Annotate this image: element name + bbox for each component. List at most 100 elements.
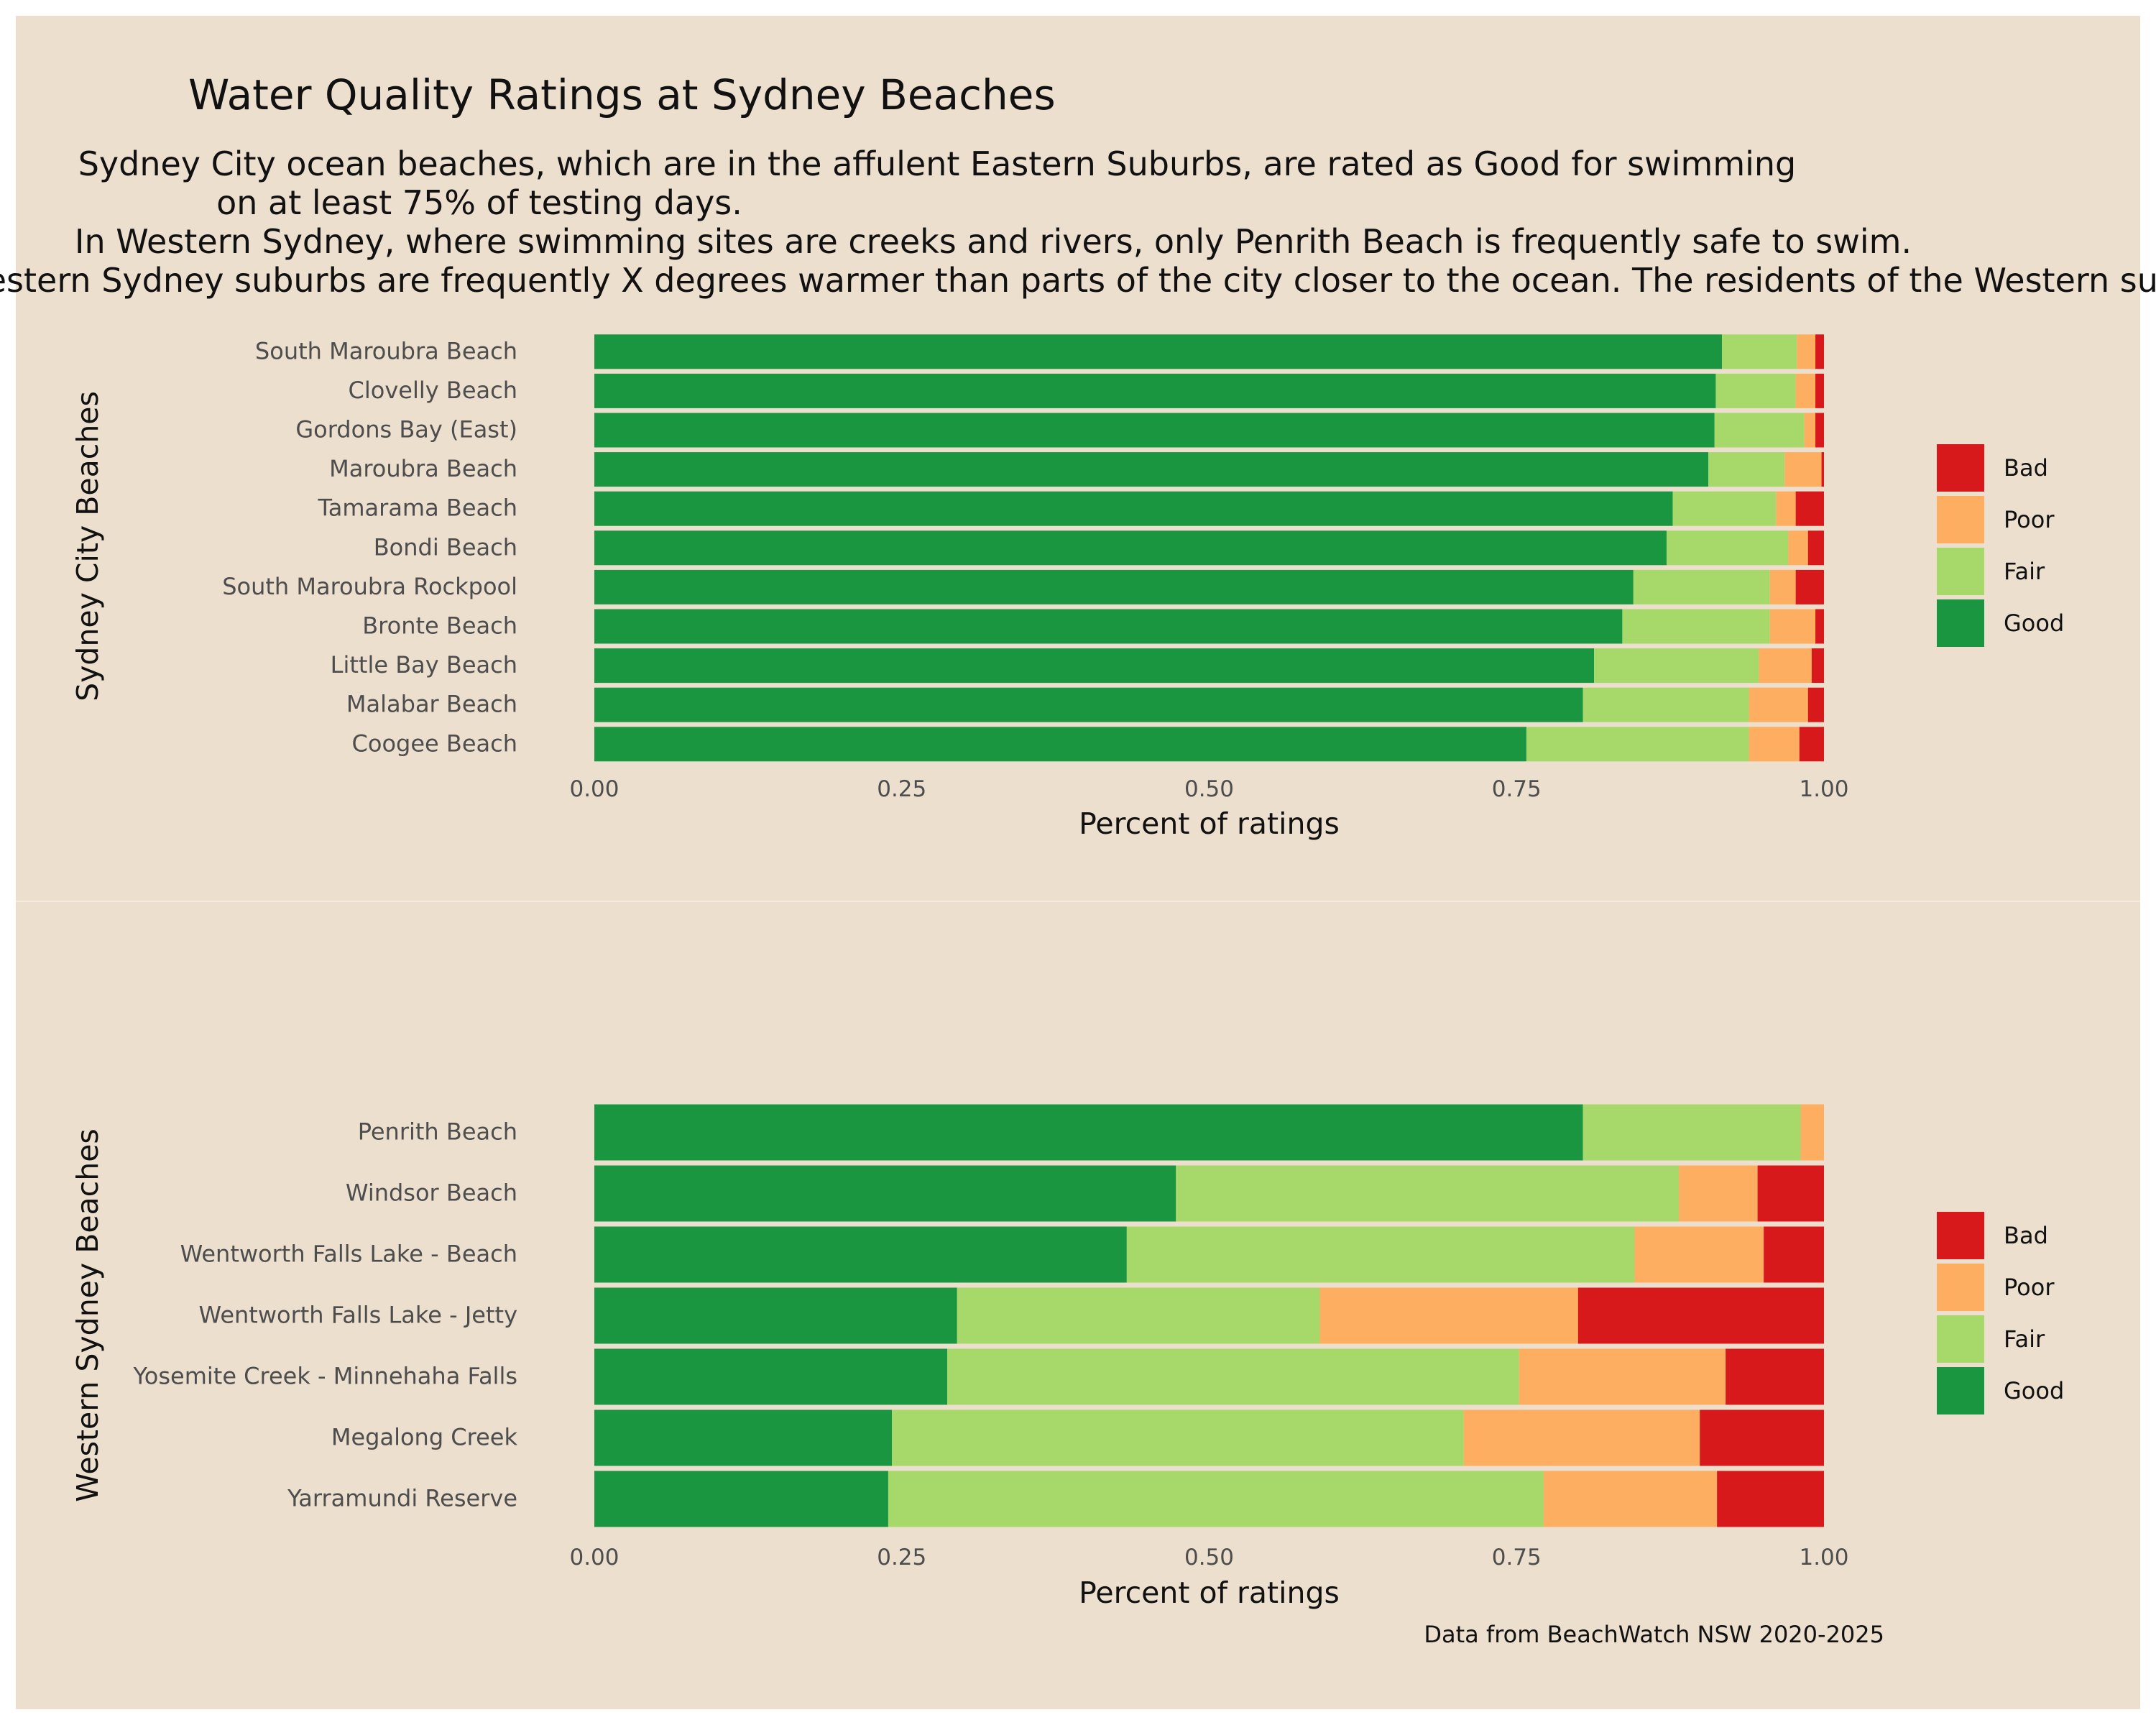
bar-poor-megalong-creek bbox=[1463, 1409, 1700, 1466]
bar-good-bronte-beach bbox=[594, 609, 1623, 644]
caption: Data from BeachWatch NSW 2020-2025 bbox=[1424, 1621, 1884, 1648]
x-tick-label: 0.25 bbox=[877, 1545, 926, 1570]
legend-label-bad: Bad bbox=[2004, 1222, 2048, 1249]
category-label: Tamarama Beach bbox=[318, 494, 517, 522]
bar-good-yarramundi-reserve bbox=[594, 1471, 888, 1527]
bar-bad-malabar-beach bbox=[1807, 687, 1824, 722]
bar-bad-windsor-beach bbox=[1757, 1165, 1824, 1222]
bar-poor-little-bay-beach bbox=[1759, 648, 1812, 684]
bar-poor-tamarama-beach bbox=[1776, 491, 1796, 526]
x-axis-title: Percent of ratings bbox=[1079, 806, 1340, 841]
category-label: Malabar Beach bbox=[346, 691, 517, 718]
bar-fair-gordons-bay-east bbox=[1714, 413, 1805, 448]
bar-fair-little-bay-beach bbox=[1594, 648, 1759, 684]
legend-key-poor bbox=[1937, 1264, 1984, 1311]
bar-good-windsor-beach bbox=[594, 1165, 1176, 1222]
x-tick-label: 1.00 bbox=[1799, 776, 1848, 802]
category-label: Penrith Beach bbox=[358, 1118, 517, 1146]
bar-good-megalong-creek bbox=[594, 1409, 893, 1466]
y-axis-title: Sydney City Beaches bbox=[70, 391, 105, 702]
bar-good-gordons-bay-east bbox=[594, 413, 1715, 448]
bar-fair-yosemite-creek-minnehaha-falls bbox=[947, 1348, 1519, 1405]
bar-good-south-maroubra-rockpool bbox=[594, 569, 1634, 604]
bar-poor-coogee-beach bbox=[1749, 727, 1800, 762]
legend-label-bad: Bad bbox=[2004, 454, 2048, 482]
bar-bad-tamarama-beach bbox=[1795, 491, 1824, 526]
x-axis-title: Percent of ratings bbox=[1079, 1576, 1340, 1610]
legend-label-fair: Fair bbox=[2004, 558, 2045, 585]
legend-label-poor: Poor bbox=[2004, 1274, 2055, 1301]
bar-good-wentworth-falls-lake-beach bbox=[594, 1226, 1127, 1283]
x-tick-label: 1.00 bbox=[1799, 1545, 1848, 1570]
category-label: Little Bay Beach bbox=[331, 651, 517, 678]
bar-bad-yarramundi-reserve bbox=[1717, 1471, 1824, 1527]
category-label: Yosemite Creek - Minnehaha Falls bbox=[132, 1363, 517, 1390]
legend-label-good: Good bbox=[2004, 610, 2064, 637]
bar-fair-coogee-beach bbox=[1526, 727, 1749, 762]
legend-key-fair bbox=[1937, 548, 1984, 595]
x-tick-label: 0.00 bbox=[569, 1545, 619, 1570]
category-label: Maroubra Beach bbox=[329, 455, 517, 482]
category-label: Clovelly Beach bbox=[349, 377, 517, 404]
legend-key-bad bbox=[1937, 1212, 1984, 1259]
bar-fair-south-maroubra-beach bbox=[1721, 334, 1797, 369]
subtitle-line-3: In Western Sydney, where swimming sites … bbox=[75, 222, 1912, 261]
bar-fair-bondi-beach bbox=[1666, 530, 1789, 566]
bar-good-bondi-beach bbox=[594, 530, 1667, 566]
category-label: Yarramundi Reserve bbox=[287, 1485, 517, 1512]
bar-bad-coogee-beach bbox=[1799, 727, 1824, 762]
bar-poor-windsor-beach bbox=[1679, 1165, 1758, 1222]
x-tick-label: 0.25 bbox=[877, 776, 926, 802]
sydney-city-panel: South Maroubra Beach Clovelly Beach Gordon… bbox=[70, 334, 2064, 841]
bar-poor-bondi-beach bbox=[1788, 530, 1808, 566]
x-tick-label: 0.00 bbox=[569, 776, 619, 802]
bar-poor-wentworth-falls-lake-beach bbox=[1634, 1226, 1764, 1283]
legend-label-good: Good bbox=[2004, 1377, 2064, 1404]
bar-fair-yarramundi-reserve bbox=[888, 1471, 1544, 1527]
x-tick-label: 0.50 bbox=[1184, 1545, 1234, 1570]
bar-bad-megalong-creek bbox=[1700, 1409, 1824, 1466]
bar-fair-bronte-beach bbox=[1622, 609, 1770, 644]
bar-poor-yosemite-creek-minnehaha-falls bbox=[1519, 1348, 1726, 1405]
bar-bad-bronte-beach bbox=[1815, 609, 1824, 644]
legend-label-fair: Fair bbox=[2004, 1325, 2045, 1353]
bar-fair-maroubra-beach bbox=[1708, 452, 1785, 487]
legend-key-good bbox=[1937, 1367, 1984, 1414]
category-label: Bondi Beach bbox=[374, 533, 517, 561]
bar-bad-yosemite-creek-minnehaha-falls bbox=[1726, 1348, 1824, 1405]
category-label: Megalong Creek bbox=[331, 1424, 518, 1451]
category-label: Windsor Beach bbox=[346, 1179, 517, 1207]
bar-good-wentworth-falls-lake-jetty bbox=[594, 1287, 957, 1344]
x-tick-label: 0.75 bbox=[1492, 776, 1542, 802]
western-sydney-panel: Penrith Beach Windsor Beach Wentworth Fall… bbox=[70, 1104, 2064, 1610]
legend-key-good bbox=[1937, 599, 1984, 647]
legend-key-fair bbox=[1937, 1315, 1984, 1363]
bar-fair-penrith-beach bbox=[1583, 1104, 1801, 1161]
bar-bad-south-maroubra-beach bbox=[1815, 334, 1824, 369]
bar-poor-south-maroubra-rockpool bbox=[1769, 569, 1796, 604]
category-label: Gordons Bay (East) bbox=[295, 416, 517, 443]
subtitle-line-4: Western Sydney suburbs are frequently X … bbox=[0, 261, 2156, 300]
bar-poor-penrith-beach bbox=[1800, 1104, 1824, 1161]
bar-good-yosemite-creek-minnehaha-falls bbox=[594, 1348, 948, 1405]
bar-poor-yarramundi-reserve bbox=[1543, 1471, 1718, 1527]
bar-poor-maroubra-beach bbox=[1784, 452, 1822, 487]
category-label: South Maroubra Beach bbox=[255, 337, 517, 364]
bar-good-clovelly-beach bbox=[594, 373, 1716, 408]
bar-bad-bondi-beach bbox=[1807, 530, 1824, 566]
bar-bad-wentworth-falls-lake-beach bbox=[1764, 1226, 1824, 1283]
bar-fair-tamarama-beach bbox=[1672, 491, 1777, 526]
bar-bad-gordons-bay-east bbox=[1815, 413, 1824, 448]
bar-good-maroubra-beach bbox=[594, 452, 1709, 487]
bar-poor-south-maroubra-beach bbox=[1797, 334, 1816, 369]
bar-bad-clovelly-beach bbox=[1815, 373, 1824, 408]
bar-bad-little-bay-beach bbox=[1811, 648, 1824, 684]
legend-key-poor bbox=[1937, 496, 1984, 543]
bar-poor-bronte-beach bbox=[1769, 609, 1816, 644]
subtitle-line-2: on at least 75% of testing days. bbox=[216, 183, 742, 222]
legend-label-poor: Poor bbox=[2004, 506, 2055, 533]
bar-fair-wentworth-falls-lake-beach bbox=[1126, 1226, 1635, 1283]
bar-fair-wentworth-falls-lake-jetty bbox=[957, 1287, 1320, 1344]
bar-good-little-bay-beach bbox=[594, 648, 1595, 684]
